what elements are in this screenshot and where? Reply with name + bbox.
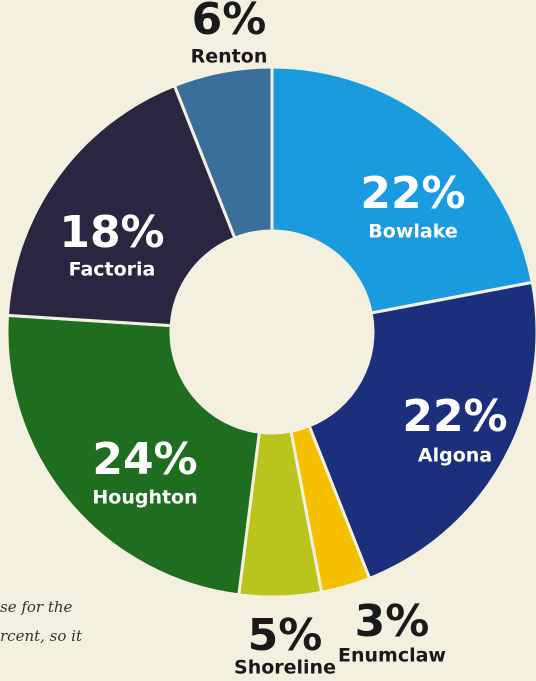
category-label: Enumclaw xyxy=(338,645,446,667)
category-label: Houghton xyxy=(92,487,197,509)
category-label: Factoria xyxy=(69,259,156,281)
text-fragment: rcent, so it xyxy=(0,627,83,645)
donut-segment xyxy=(307,280,536,581)
value-label: 6% xyxy=(192,0,267,45)
value-label: 3% xyxy=(355,596,430,647)
value-label: 22% xyxy=(402,391,507,442)
donut-segment xyxy=(5,313,262,597)
donut-segment xyxy=(5,83,237,328)
value-label: 22% xyxy=(360,168,465,219)
text-fragment: se for the xyxy=(0,598,73,616)
value-label: 24% xyxy=(92,434,197,485)
category-label: Bowlake xyxy=(368,221,457,243)
category-label: Algona xyxy=(418,445,492,467)
donut-segment xyxy=(172,65,274,241)
donut-segment xyxy=(270,65,535,315)
value-label: 5% xyxy=(248,610,323,661)
category-label: Shoreline xyxy=(234,657,336,679)
value-label: 18% xyxy=(59,207,164,258)
category-label: Renton xyxy=(191,46,268,68)
